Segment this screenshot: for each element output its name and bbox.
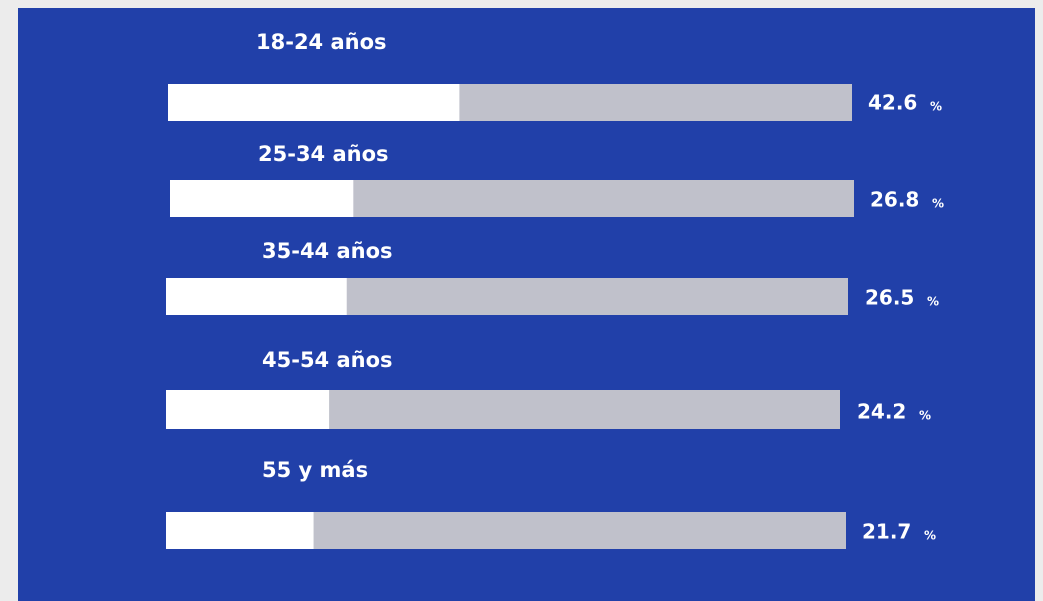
value-label: 26.5	[865, 286, 914, 310]
category-label: 35-44 años	[262, 239, 393, 263]
value-label: 42.6	[868, 91, 917, 115]
bar	[166, 512, 314, 549]
unit-label: %	[932, 197, 944, 211]
unit-label: %	[930, 100, 942, 114]
bar	[166, 278, 347, 315]
category-label: 25-34 años	[258, 142, 389, 166]
category-label: 45-54 años	[262, 348, 393, 372]
unit-label: %	[924, 529, 936, 543]
unit-label: %	[919, 409, 931, 423]
unit-label: %	[927, 295, 939, 309]
bar	[170, 180, 354, 217]
value-label: 24.2	[857, 400, 906, 424]
bar	[168, 84, 460, 121]
value-label: 21.7	[862, 520, 911, 544]
value-label: 26.8	[870, 188, 919, 212]
category-label: 55 y más	[262, 458, 368, 482]
bar	[166, 390, 330, 429]
category-label: 18-24 años	[256, 30, 387, 54]
